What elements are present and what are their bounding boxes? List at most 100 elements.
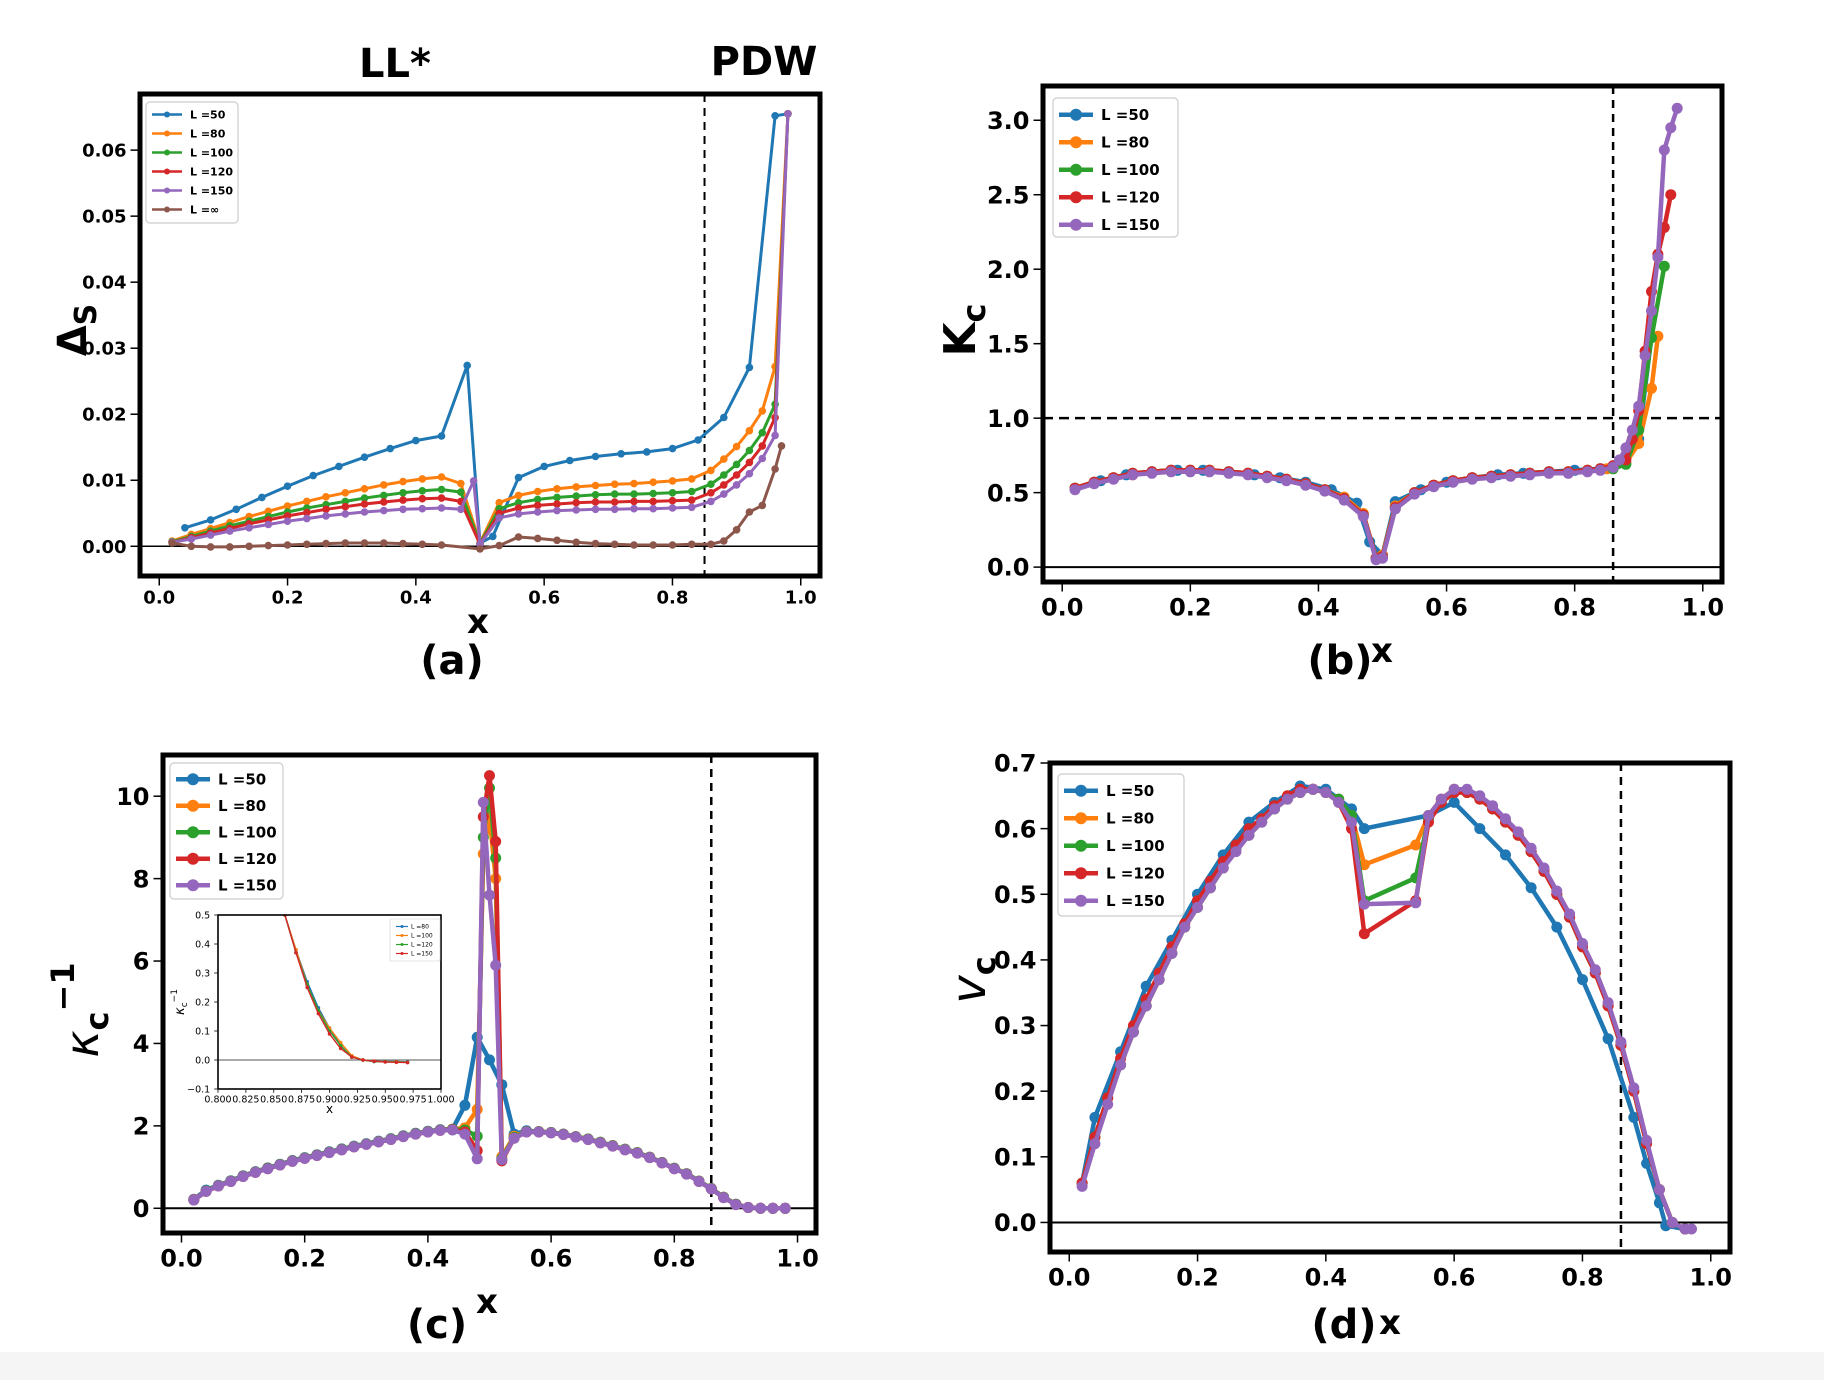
data-point xyxy=(1127,1026,1139,1038)
data-point xyxy=(610,540,619,549)
x-tick-label: 0.825 xyxy=(232,1094,259,1105)
data-point xyxy=(264,541,273,550)
data-point xyxy=(687,475,696,483)
data-point xyxy=(1410,897,1422,909)
data-point xyxy=(457,505,465,514)
data-point xyxy=(668,489,677,497)
x-tick-label: 0.4 xyxy=(1297,594,1340,622)
data-point xyxy=(245,542,253,551)
data-point xyxy=(745,363,754,372)
data-point xyxy=(668,477,677,485)
data-point xyxy=(610,480,619,489)
data-point xyxy=(649,489,657,498)
data-point xyxy=(758,407,767,415)
y-tick-label: 10 xyxy=(116,783,149,811)
x-tick-label: 0.800 xyxy=(204,1094,231,1105)
data-point xyxy=(484,1054,495,1066)
data-point xyxy=(758,501,767,510)
legend-label: L =80 xyxy=(1101,134,1149,152)
data-point xyxy=(1153,974,1165,986)
x-tick-label: 0.850 xyxy=(260,1094,287,1105)
x-tick-label: 0.975 xyxy=(400,1094,427,1105)
x-tick-label: 0.8 xyxy=(657,588,689,609)
data-point xyxy=(1358,898,1370,910)
data-point xyxy=(1256,816,1268,828)
legend-label: L =80 xyxy=(190,127,226,140)
data-point xyxy=(533,508,542,516)
data-point xyxy=(668,1163,680,1175)
data-point xyxy=(1319,485,1331,497)
y-tick-label: 0.01 xyxy=(82,471,126,492)
x-tick-label: 0.900 xyxy=(316,1094,343,1105)
legend-label: L =50 xyxy=(1106,782,1154,800)
panel-label-b: (b) xyxy=(1307,638,1372,684)
data-point xyxy=(490,959,502,971)
data-point xyxy=(1602,997,1614,1009)
data-point xyxy=(649,478,657,487)
data-point xyxy=(380,498,388,506)
data-point xyxy=(495,498,504,507)
legend-marker xyxy=(1075,784,1087,797)
legend-marker xyxy=(1070,108,1082,121)
data-point xyxy=(1538,862,1550,874)
x-tick-label: 0.2 xyxy=(283,1245,326,1273)
y-tick-label: 0.3 xyxy=(195,968,210,979)
data-point xyxy=(553,500,561,508)
data-point xyxy=(533,487,542,496)
data-point xyxy=(1628,1082,1640,1094)
data-point xyxy=(1614,454,1625,466)
data-point xyxy=(758,428,767,437)
data-point xyxy=(469,477,478,485)
legend-marker xyxy=(400,943,404,946)
data-point xyxy=(336,1144,348,1156)
data-point xyxy=(1658,260,1670,272)
data-point xyxy=(373,1136,385,1148)
data-point xyxy=(1551,921,1563,933)
data-point xyxy=(619,1144,631,1156)
data-point xyxy=(607,1140,619,1152)
data-point xyxy=(299,1152,311,1164)
legend-label: L =150 xyxy=(411,951,433,958)
data-point xyxy=(1242,469,1254,481)
x-tick-label: 0.4 xyxy=(407,1245,450,1273)
data-point xyxy=(457,488,465,496)
data-point xyxy=(1435,793,1447,805)
data-point xyxy=(540,462,548,471)
legend-marker xyxy=(187,799,199,812)
plot-frame xyxy=(160,752,819,1236)
series-line xyxy=(1079,787,1692,1232)
data-point xyxy=(514,498,523,507)
legend-marker xyxy=(187,852,199,865)
data-point xyxy=(1261,472,1273,484)
data-point xyxy=(572,483,580,491)
y-tick-label: 0.3 xyxy=(994,1012,1037,1040)
legend-label: L =100 xyxy=(1106,837,1165,855)
legend-label: L =80 xyxy=(411,924,429,931)
inset-x-label: x xyxy=(326,1102,333,1116)
data-point xyxy=(490,836,502,847)
data-point xyxy=(1338,494,1350,506)
data-point xyxy=(484,770,495,782)
y-tick-label: 2 xyxy=(133,1113,150,1141)
data-point xyxy=(610,498,619,506)
data-point xyxy=(410,1128,422,1140)
data-point xyxy=(572,498,580,507)
data-point xyxy=(188,1194,200,1206)
y-tick-label: 0.5 xyxy=(195,910,210,921)
data-point xyxy=(771,431,779,440)
plot-frame xyxy=(1040,83,1725,585)
data-point xyxy=(1140,1000,1152,1012)
legend-label: L =150 xyxy=(218,877,277,895)
data-point xyxy=(303,540,311,549)
data-point xyxy=(187,535,196,543)
data-point xyxy=(405,1060,410,1065)
legend-label: L =100 xyxy=(411,933,433,940)
data-point xyxy=(418,540,427,549)
data-point xyxy=(758,454,767,463)
data-point xyxy=(514,491,523,500)
data-point xyxy=(437,504,446,512)
data-point xyxy=(572,506,580,514)
data-point xyxy=(385,1134,397,1145)
data-point xyxy=(649,497,657,506)
legend-marker xyxy=(164,130,170,137)
